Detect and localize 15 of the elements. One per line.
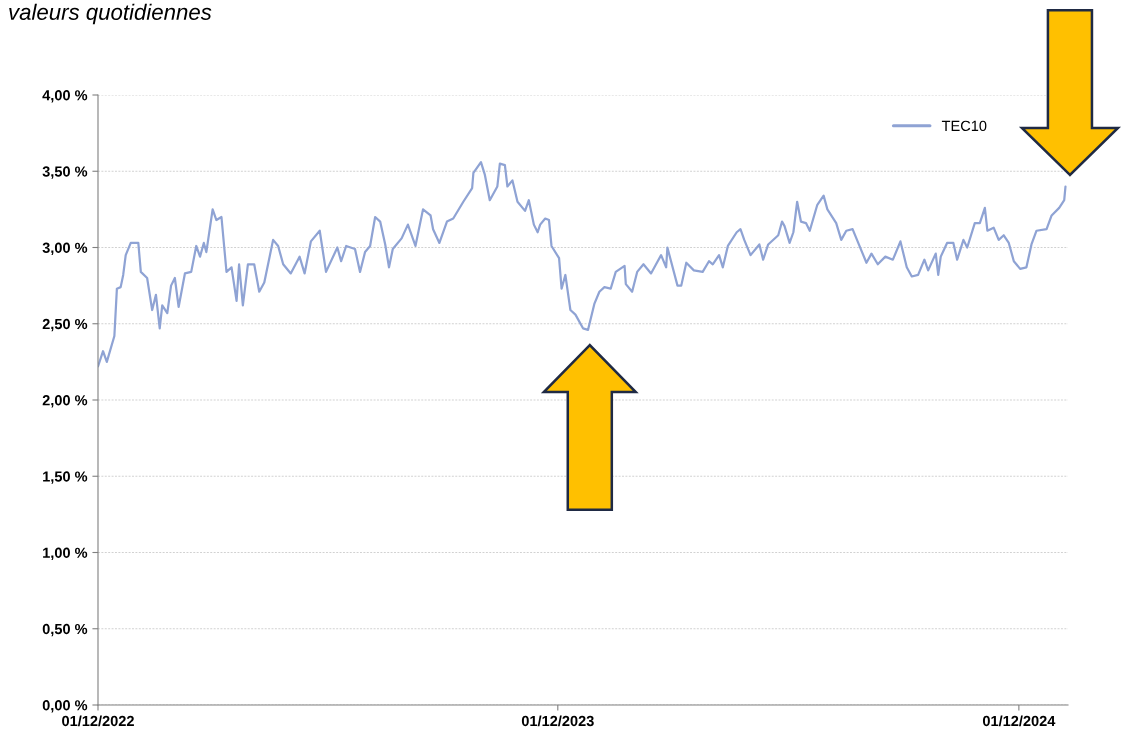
x-tick-label: 01/12/2024 [982, 715, 1056, 727]
y-tick-label: 1,00 % [43, 547, 88, 561]
y-tick-label: 3,00 % [42, 242, 88, 256]
y-tick-label: 0,00 % [42, 700, 88, 713]
y-tick-label: 4,00 % [42, 90, 88, 103]
y-tick-label: 2,00 % [42, 395, 88, 408]
x-tick-label: 01/12/2022 [62, 715, 134, 727]
line-series [98, 160, 1067, 368]
y-tick-label: 0,50 % [42, 623, 88, 637]
legend-label: TEC10 [941, 120, 987, 132]
chart-title: valeurs quotidiennes [9, 3, 212, 25]
x-tick-label: 01/12/2023 [521, 715, 594, 727]
y-tick-label: 3,50 % [42, 166, 88, 179]
y-tick-label: 2,50 % [42, 318, 88, 332]
y-tick-label: 1,50 % [43, 471, 88, 484]
